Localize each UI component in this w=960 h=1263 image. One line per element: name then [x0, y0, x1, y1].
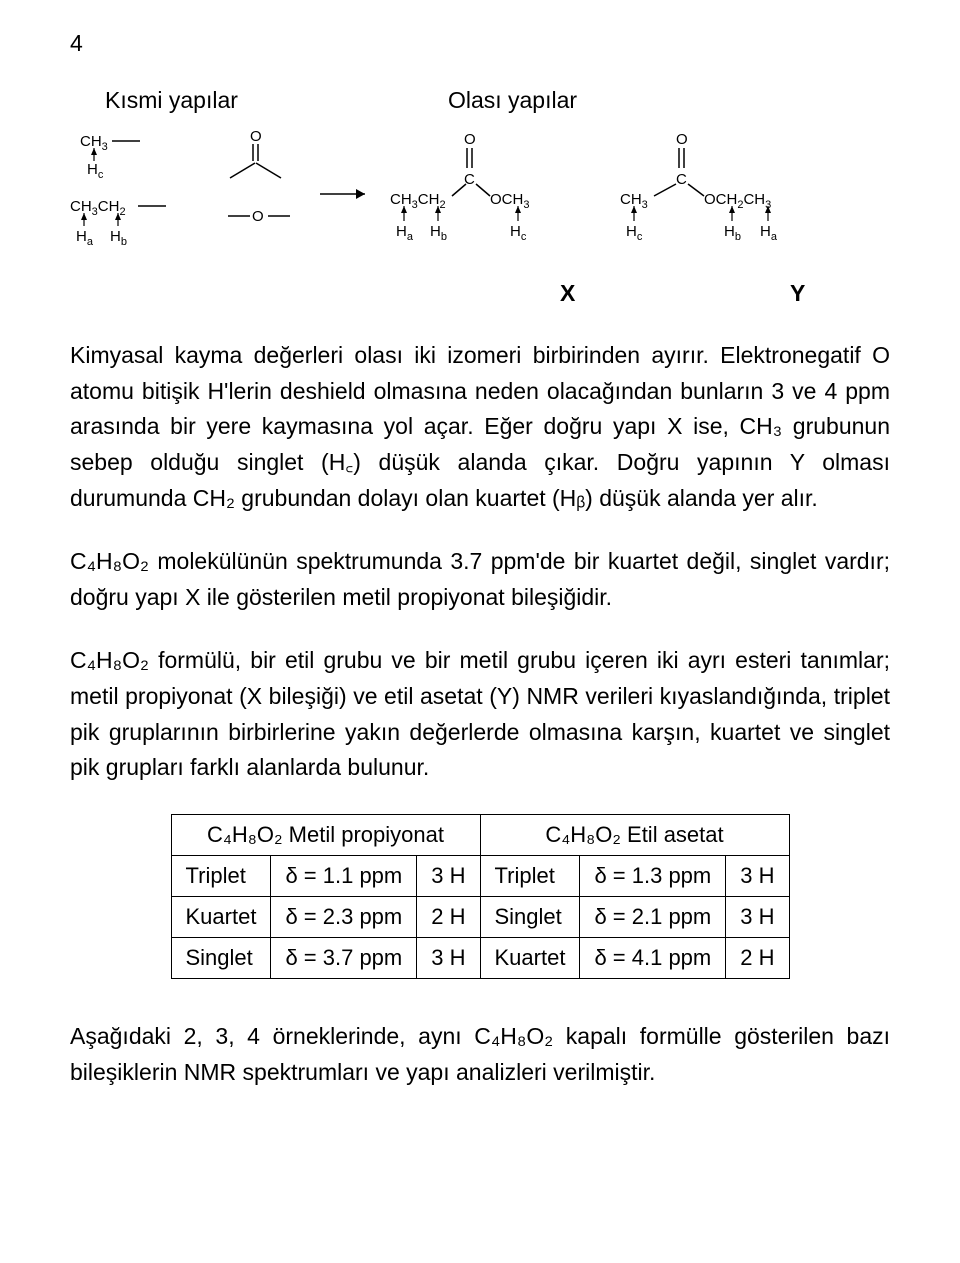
svg-text:O: O: [252, 208, 264, 225]
svg-text:Hb: Hb: [110, 228, 127, 248]
paragraph-1: Kimyasal kayma değerleri olası iki izome…: [70, 338, 890, 516]
paragraph-3: C₄H₈O₂ formülü, bir etil grubu ve bir me…: [70, 643, 890, 786]
table-row: Triplet δ = 1.1 ppm 3 H Triplet δ = 1.3 …: [171, 856, 789, 897]
table-header-left: C₄H₈O₂ Metil propiyonat: [171, 815, 480, 856]
svg-text:Hb: Hb: [724, 223, 741, 243]
paragraph-2: C₄H₈O₂ molekülünün spektrumunda 3.7 ppm'…: [70, 544, 890, 615]
cell: δ = 2.3 ppm: [271, 897, 417, 938]
table-row: Kuartet δ = 2.3 ppm 2 H Singlet δ = 2.1 …: [171, 897, 789, 938]
svg-text:Hc: Hc: [510, 223, 527, 243]
label-y: Y: [790, 280, 805, 307]
svg-text:Ha: Ha: [760, 223, 778, 243]
cell: 2 H: [417, 897, 480, 938]
cell: 2 H: [726, 938, 789, 979]
cell: δ = 4.1 ppm: [580, 938, 726, 979]
svg-text:C: C: [676, 171, 687, 188]
svg-text:O: O: [464, 131, 476, 148]
cell: δ = 3.7 ppm: [271, 938, 417, 979]
table-row: Singlet δ = 3.7 ppm 3 H Kuartet δ = 4.1 …: [171, 938, 789, 979]
cell: δ = 2.1 ppm: [580, 897, 726, 938]
svg-text:Hc: Hc: [87, 161, 104, 181]
svg-text:Hb: Hb: [430, 223, 447, 243]
cell: Kuartet: [171, 897, 271, 938]
nmr-comparison-table: C₄H₈O₂ Metil propiyonat C₄H₈O₂ Etil aset…: [171, 814, 790, 979]
svg-text:C: C: [464, 171, 475, 188]
cell: 3 H: [726, 897, 789, 938]
cell: Kuartet: [480, 938, 580, 979]
heading-left: Kısmi yapılar: [105, 87, 238, 114]
cell: Singlet: [171, 938, 271, 979]
svg-text:OCH2CH3: OCH2CH3: [704, 191, 771, 211]
cell: Singlet: [480, 897, 580, 938]
cell: 3 H: [726, 856, 789, 897]
cell: Triplet: [480, 856, 580, 897]
diagram-headings: Kısmi yapılar Olası yapılar: [70, 87, 890, 114]
page-number: 4: [70, 30, 890, 57]
cell: Triplet: [171, 856, 271, 897]
xy-labels: X Y: [70, 280, 890, 310]
svg-text:OCH3: OCH3: [490, 191, 529, 211]
cell: 3 H: [417, 938, 480, 979]
table-header-right: C₄H₈O₂ Etil asetat: [480, 815, 789, 856]
svg-text:O: O: [250, 128, 262, 145]
svg-text:Ha: Ha: [76, 228, 94, 248]
svg-text:Ha: Ha: [396, 223, 414, 243]
svg-text:Hc: Hc: [626, 223, 643, 243]
cell: 3 H: [417, 856, 480, 897]
chemistry-diagram: CH3 Hc CH3CH2 Ha Hb O: [70, 126, 890, 276]
cell: δ = 1.3 ppm: [580, 856, 726, 897]
cell: δ = 1.1 ppm: [271, 856, 417, 897]
paragraph-4: Aşağıdaki 2, 3, 4 örneklerinde, aynı C₄H…: [70, 1019, 890, 1090]
svg-text:O: O: [676, 131, 688, 148]
label-x: X: [560, 280, 575, 307]
heading-right: Olası yapılar: [448, 87, 577, 114]
